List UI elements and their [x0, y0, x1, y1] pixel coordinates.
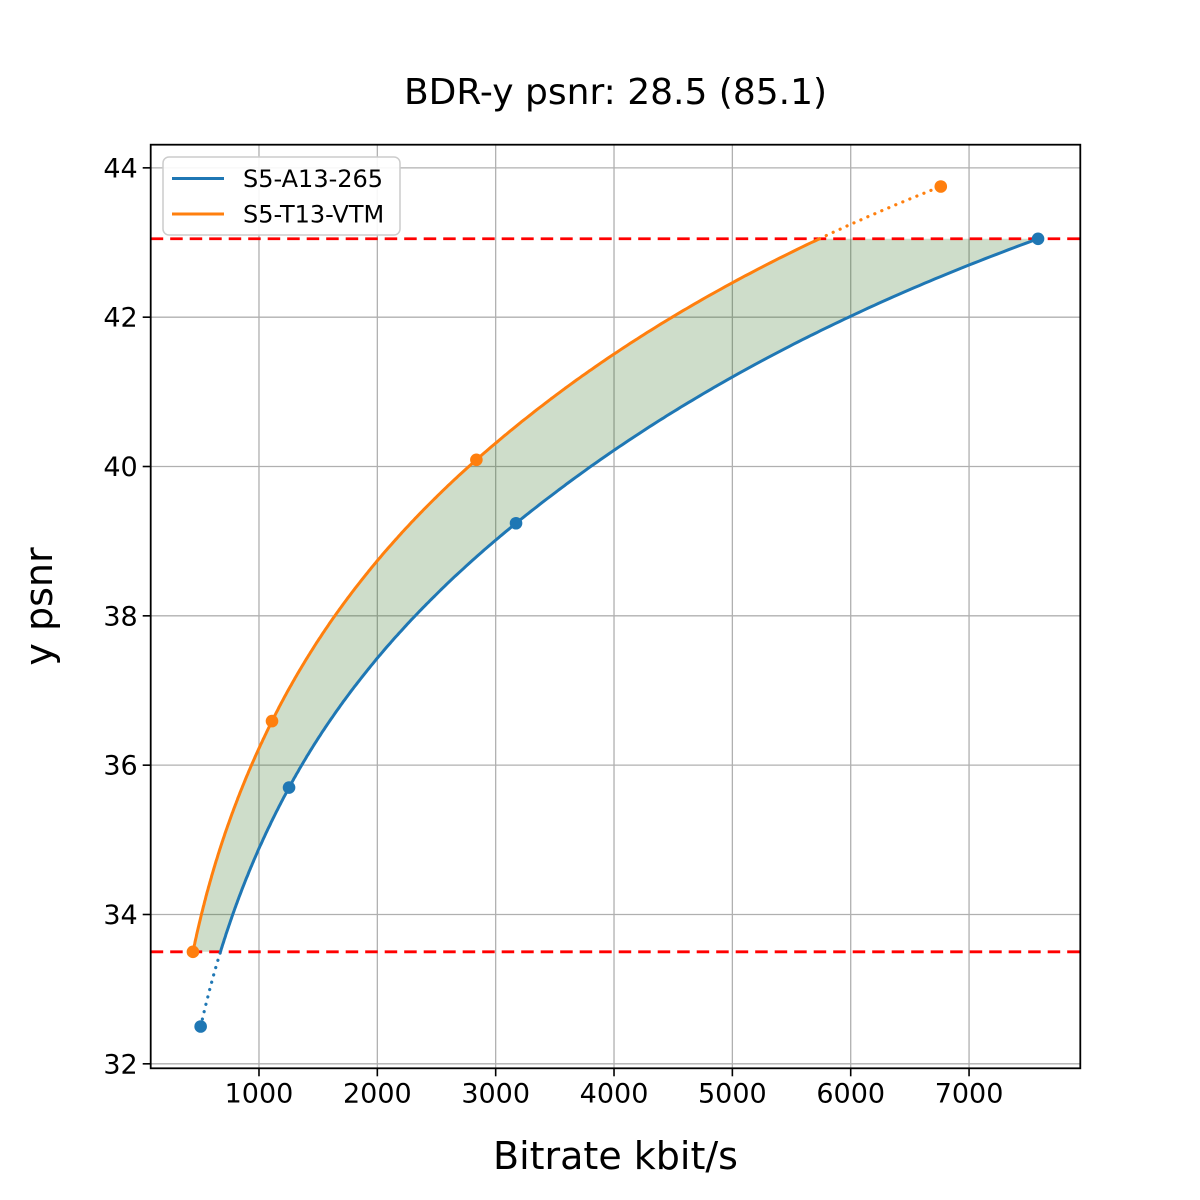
gridlines [150, 144, 1081, 1069]
x-tick-label: 7000 [935, 1078, 1004, 1109]
data-point-S5-T13-VTM [265, 714, 279, 728]
y-tick-label: 40 [103, 452, 137, 483]
rd-curves [191, 184, 1039, 1029]
curve-extrapolated-S5-T13-VTM [817, 184, 943, 241]
plot-border [149, 143, 1082, 1070]
y-tick-label: 32 [103, 1049, 137, 1080]
y-tick-label: 38 [103, 601, 137, 632]
x-tick-label: 2000 [343, 1078, 412, 1109]
x-tick-label: 1000 [225, 1078, 294, 1109]
x-tick-label: 5000 [698, 1078, 767, 1109]
data-point-S5-A13-265 [194, 1020, 207, 1033]
data-point-S5-T13-VTM [470, 453, 483, 467]
data-point-S5-A13-265 [282, 781, 296, 794]
data-point-S5-T13-VTM [186, 945, 200, 959]
plot-area [150, 144, 1081, 1069]
axis-ticks [142, 167, 970, 1077]
y-tick-label: 42 [103, 303, 137, 334]
x-tick-label: 4000 [580, 1078, 649, 1109]
data-point-S5-A13-265 [509, 516, 523, 530]
curve-S5-T13-VTM [191, 237, 821, 953]
data-point-S5-A13-265 [1031, 232, 1045, 246]
legend: S5-A13-265 S5-T13-VTM [162, 156, 401, 236]
x-tick-label: 6000 [816, 1078, 885, 1109]
legend-label: S5-T13-VTM [243, 201, 384, 229]
x-tick-label: 3000 [461, 1078, 530, 1109]
chart-title: BDR-y psnr: 28.5 (85.1) [404, 72, 827, 113]
y-tick-label: 34 [103, 900, 137, 931]
curve-S5-A13-265 [219, 237, 1039, 953]
tick-labels: 1000 2000 3000 4000 5000 6000 7000 32 34 36 38 40 42… [103, 153, 1003, 1109]
data-point-markers [186, 180, 1045, 1033]
bd-shaded-region [192, 238, 1039, 952]
y-axis-label: y psnr [17, 547, 61, 666]
legend-label: S5-A13-265 [243, 165, 383, 193]
curve-extrapolated-S5-A13-265 [199, 950, 223, 1029]
y-tick-label: 44 [103, 153, 137, 184]
data-point-S5-T13-VTM [934, 180, 948, 193]
y-tick-label: 36 [103, 751, 137, 782]
x-axis-label: Bitrate kbit/s [493, 1134, 738, 1178]
